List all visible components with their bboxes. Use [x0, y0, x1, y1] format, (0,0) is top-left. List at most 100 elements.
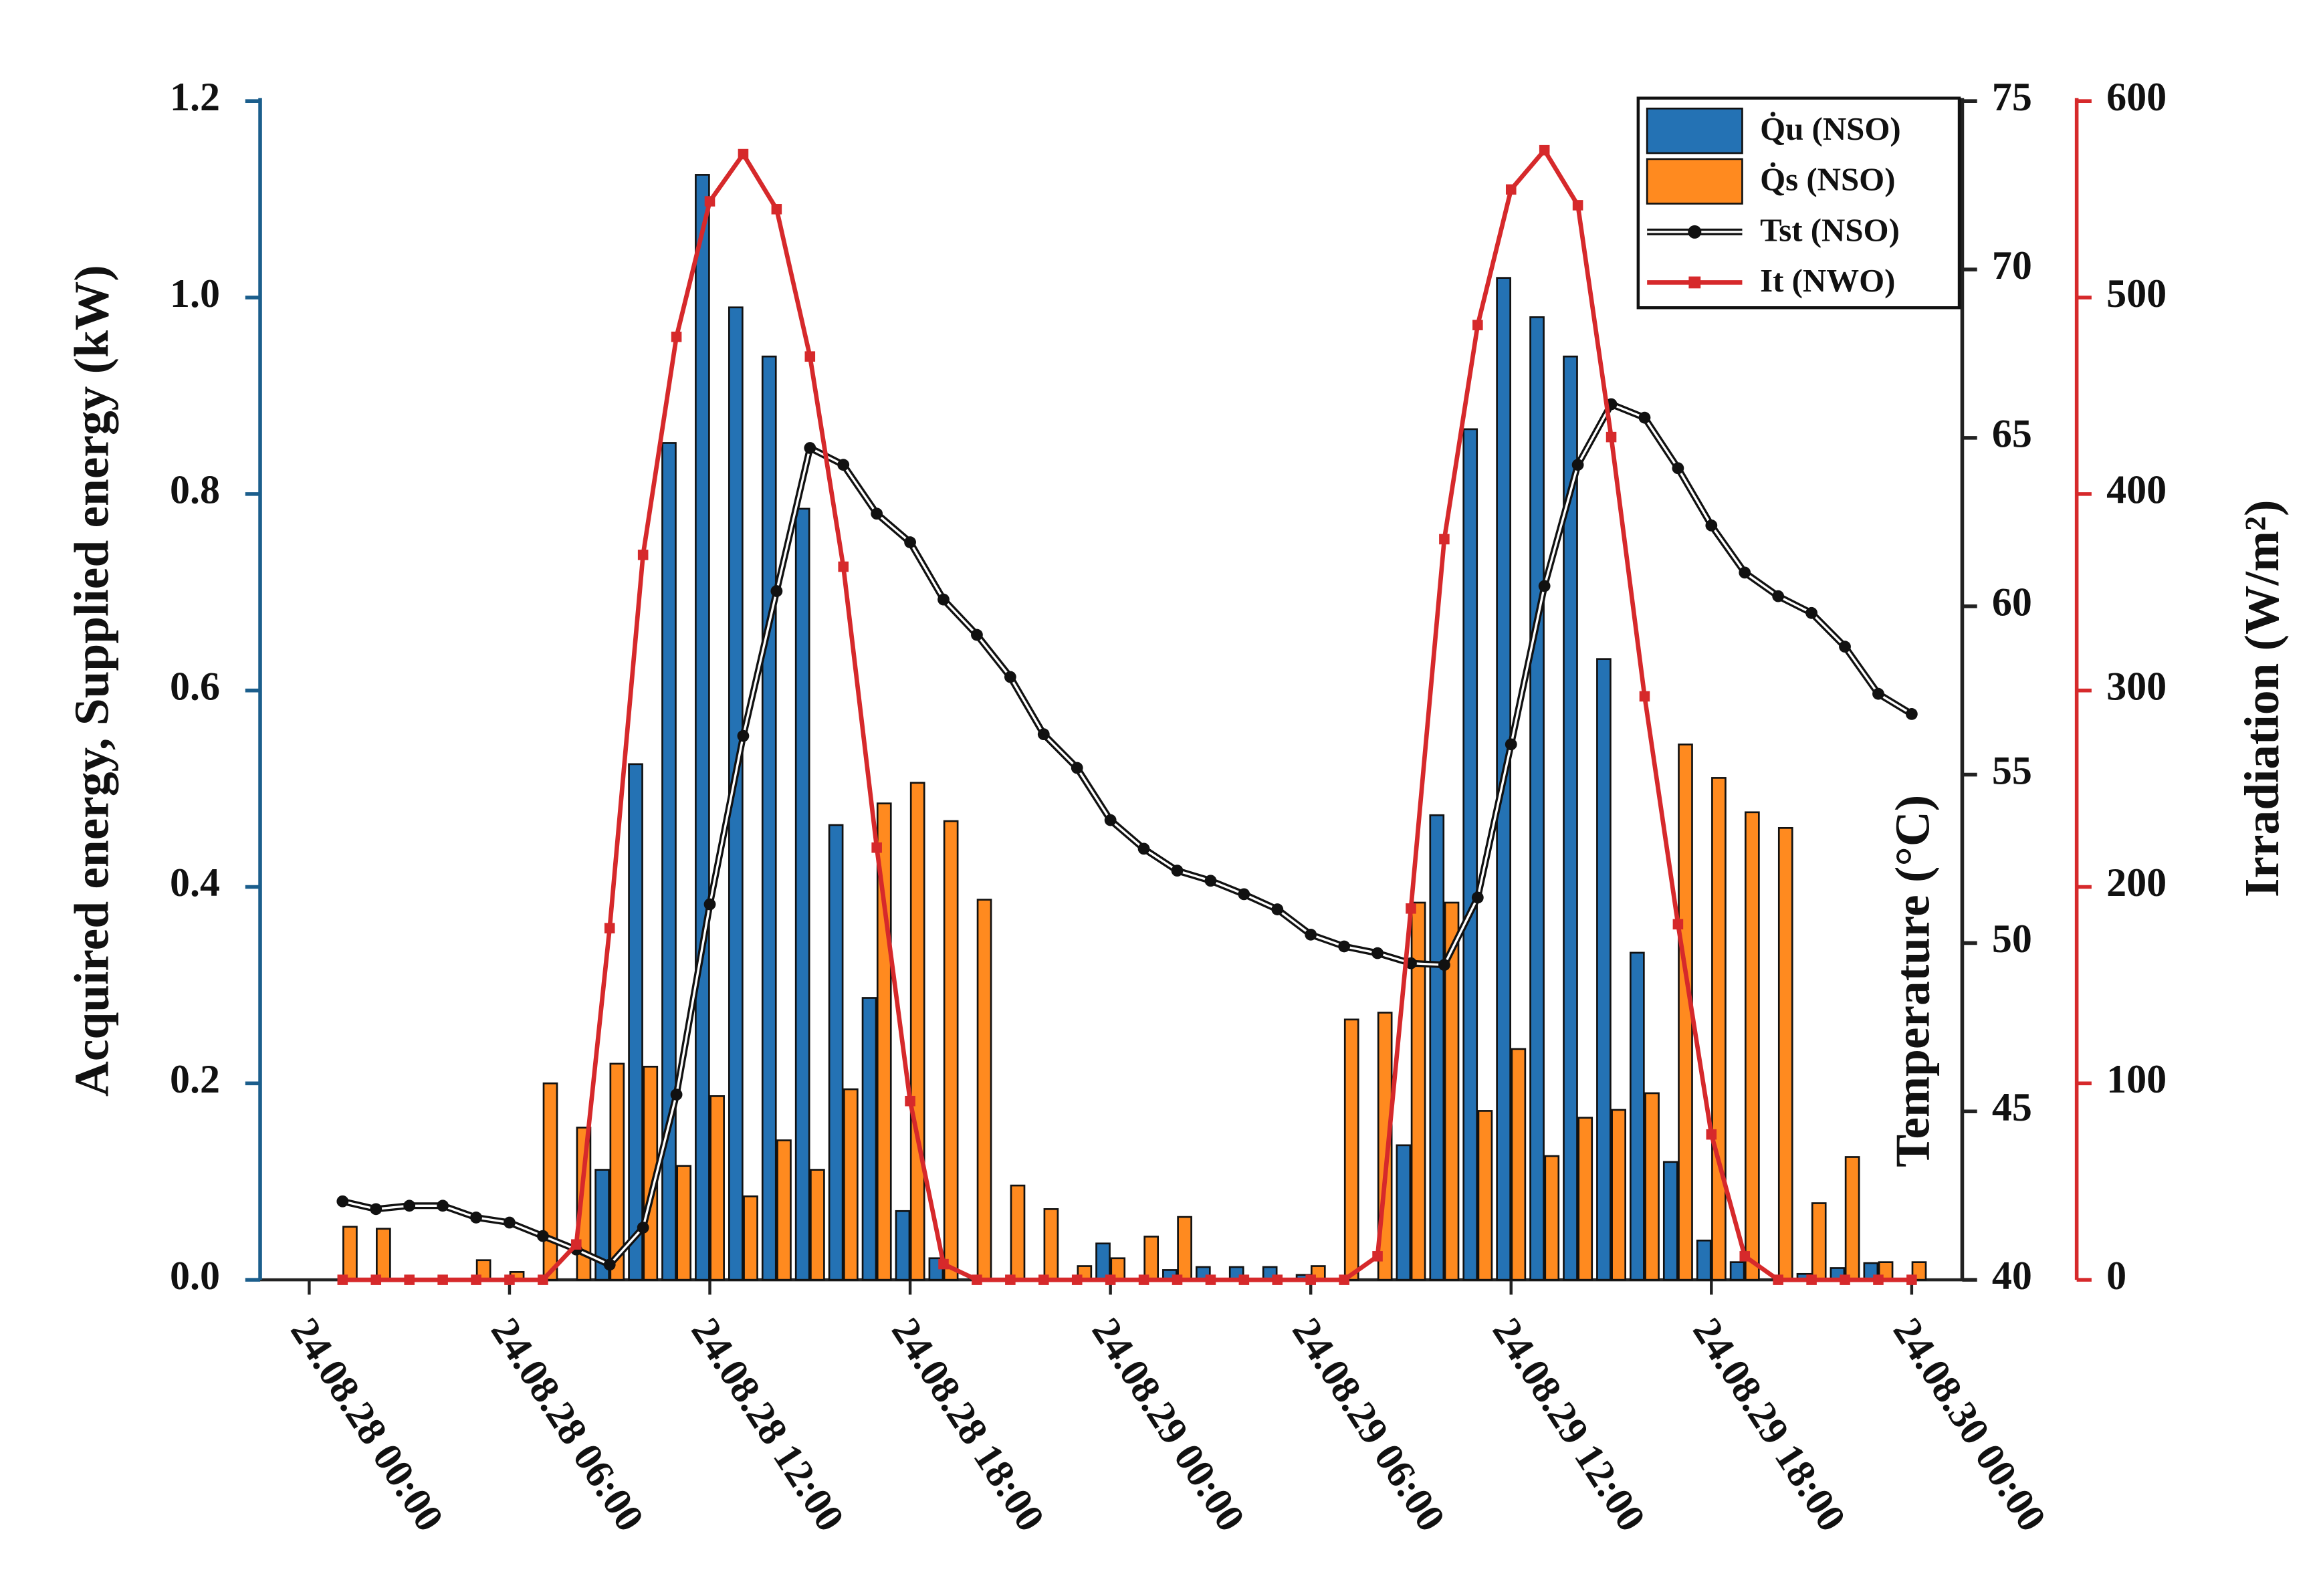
bar: [1745, 811, 1760, 1281]
marker: [1004, 671, 1016, 683]
marker: [1205, 1274, 1216, 1285]
bar: [1343, 1018, 1359, 1281]
marker: [671, 332, 682, 342]
legend-swatch: [1646, 158, 1743, 205]
bar: [1511, 1048, 1527, 1281]
bar: [1429, 814, 1445, 1281]
bar: [342, 1226, 358, 1281]
y2-tick-label: 70: [1992, 243, 2032, 288]
bar: [542, 1082, 558, 1281]
marker: [1805, 606, 1817, 619]
y3-tick-label: 200: [2106, 861, 2167, 905]
marker: [1672, 462, 1684, 475]
marker: [1572, 200, 1583, 211]
marker: [1271, 903, 1284, 915]
y2-tick-label: 75: [1992, 75, 2032, 119]
marker: [804, 442, 816, 454]
bar: [1630, 951, 1645, 1281]
marker: [837, 459, 850, 471]
bar: [1396, 1144, 1412, 1281]
bar: [776, 1139, 792, 1281]
marker: [1338, 940, 1351, 953]
bar: [1777, 826, 1793, 1281]
marker: [637, 550, 649, 560]
marker: [437, 1274, 448, 1285]
marker: [1873, 1274, 1884, 1285]
marker: [603, 1258, 616, 1271]
marker: [1439, 534, 1450, 545]
bar: [1477, 1110, 1493, 1281]
y3-tick-label: 500: [2106, 271, 2167, 316]
bar: [1811, 1202, 1827, 1281]
marker: [1905, 708, 1918, 720]
y3-tick-label: 600: [2106, 75, 2167, 119]
marker: [938, 1258, 949, 1270]
bar: [1095, 1242, 1111, 1281]
marker: [1371, 947, 1384, 959]
y3-tick-label: 100: [2106, 1057, 2167, 1101]
bar: [1410, 901, 1426, 1281]
bar: [1462, 428, 1478, 1281]
bar: [861, 997, 877, 1281]
marker: [972, 1274, 982, 1285]
marker: [1372, 1251, 1383, 1262]
y2-axis-title: Temperature (°C): [1886, 795, 1940, 1167]
x-tick-label: 24.08.29 12:00: [1484, 1310, 1654, 1538]
legend-label: Tst (NSO): [1760, 211, 1900, 248]
marker: [670, 1089, 683, 1101]
marker: [1639, 691, 1650, 702]
bar: [909, 782, 925, 1281]
y2-tick-label: 50: [1992, 917, 2032, 961]
bar: [1010, 1184, 1026, 1281]
bar: [661, 442, 677, 1281]
marker: [470, 1212, 482, 1224]
x-tick-label: 24.08.28 18:00: [883, 1310, 1053, 1538]
marker: [737, 729, 750, 742]
marker: [1806, 1274, 1817, 1285]
bar: [676, 1165, 692, 1281]
marker: [838, 561, 849, 572]
marker: [871, 507, 883, 520]
legend-label: It (NWO): [1760, 262, 1895, 299]
line-core: [342, 403, 1912, 1266]
bar: [1577, 1117, 1593, 1281]
bar: [1711, 777, 1727, 1281]
bar: [1444, 901, 1460, 1281]
line: [342, 146, 1912, 1282]
marker: [871, 842, 882, 853]
marker: [1471, 891, 1484, 904]
marker: [971, 629, 983, 641]
marker: [1606, 431, 1617, 443]
y-tick-label: 0.2: [170, 1057, 220, 1101]
marker: [1638, 411, 1651, 424]
marker: [1906, 1274, 1917, 1285]
x-tick-label: 24.08.29 18:00: [1684, 1310, 1854, 1538]
bar: [828, 824, 844, 1281]
bar: [1662, 1161, 1678, 1281]
marker: [1071, 1274, 1083, 1285]
marker: [1840, 1274, 1850, 1285]
marker: [1204, 875, 1217, 887]
y-tick-label: 1.0: [170, 271, 220, 316]
y-tick-label: 0.4: [170, 861, 220, 905]
x-tick-label: 24.08.29 06:00: [1284, 1310, 1454, 1538]
bar: [1544, 1155, 1560, 1281]
x-tick-label: 24.08.28 12:00: [683, 1310, 853, 1538]
bar: [1529, 316, 1545, 1281]
marker: [1705, 519, 1718, 532]
marker: [1037, 728, 1050, 741]
marker: [536, 1230, 549, 1242]
y2-tick-label: 60: [1992, 580, 2032, 624]
y3-tick-label: 400: [2106, 468, 2167, 512]
bar: [976, 899, 992, 1281]
bar: [1143, 1236, 1160, 1281]
marker: [1505, 184, 1517, 195]
y-axis-title: Acquired energy, Supplied energy (kW): [64, 265, 118, 1097]
marker: [370, 1203, 382, 1216]
bar: [594, 1169, 610, 1281]
marker: [1171, 865, 1184, 877]
y3-tick-label: 300: [2106, 664, 2167, 708]
marker: [1339, 1274, 1349, 1285]
bar: [1043, 1208, 1059, 1281]
marker: [437, 1200, 449, 1212]
